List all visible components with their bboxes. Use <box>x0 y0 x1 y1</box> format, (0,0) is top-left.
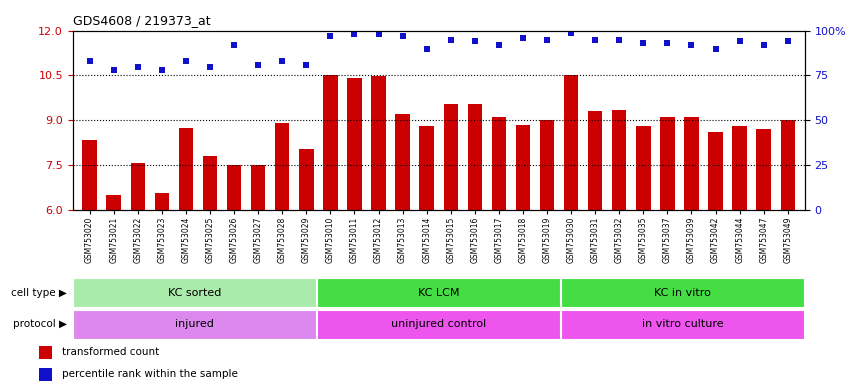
Point <box>468 38 482 45</box>
Bar <box>39 346 52 359</box>
Point <box>540 36 554 43</box>
Bar <box>155 193 169 210</box>
Bar <box>443 104 458 210</box>
Bar <box>39 367 52 381</box>
Bar <box>781 120 795 210</box>
Text: cell type ▶: cell type ▶ <box>11 288 67 298</box>
Point <box>419 46 433 52</box>
Bar <box>733 126 746 210</box>
Bar <box>82 139 97 210</box>
Point <box>395 33 409 39</box>
Text: injured: injured <box>175 319 214 329</box>
Bar <box>612 110 627 210</box>
Bar <box>419 126 434 210</box>
Bar <box>318 278 560 307</box>
Point <box>516 35 530 41</box>
Point <box>300 62 313 68</box>
Bar <box>515 125 530 210</box>
Text: uninjured control: uninjured control <box>391 319 486 329</box>
Bar <box>348 78 361 210</box>
Bar <box>275 123 289 210</box>
Point <box>83 58 97 64</box>
Bar <box>299 149 313 210</box>
Bar <box>540 120 555 210</box>
Text: KC in vitro: KC in vitro <box>654 288 711 298</box>
Point <box>685 42 698 48</box>
Bar <box>131 164 145 210</box>
Bar <box>636 126 651 210</box>
Bar <box>106 195 121 210</box>
Text: in vitro culture: in vitro culture <box>642 319 723 329</box>
Point <box>372 31 385 37</box>
Point <box>637 40 651 46</box>
Bar <box>588 111 603 210</box>
Bar <box>660 117 675 210</box>
Text: transformed count: transformed count <box>62 347 160 357</box>
Bar <box>562 278 804 307</box>
Point <box>757 42 770 48</box>
Point <box>131 63 145 70</box>
Bar <box>395 114 410 210</box>
Point <box>612 36 626 43</box>
Point <box>203 63 217 70</box>
Point <box>444 36 458 43</box>
Point <box>227 42 241 48</box>
Point <box>155 67 169 73</box>
Point <box>324 33 337 39</box>
Point <box>588 36 602 43</box>
Point <box>781 38 794 45</box>
Point <box>276 58 289 64</box>
Bar <box>179 127 193 210</box>
Bar <box>757 129 771 210</box>
Bar <box>491 117 506 210</box>
Point <box>179 58 193 64</box>
Bar <box>227 165 241 210</box>
Bar <box>684 117 698 210</box>
Point <box>107 67 121 73</box>
Point <box>709 46 722 52</box>
Text: KC sorted: KC sorted <box>168 288 222 298</box>
Point <box>733 38 746 45</box>
Bar <box>203 156 217 210</box>
Bar <box>708 132 722 210</box>
Text: protocol ▶: protocol ▶ <box>13 319 67 329</box>
Point <box>661 40 675 46</box>
Bar <box>323 76 337 210</box>
Bar <box>251 165 265 210</box>
Text: GDS4608 / 219373_at: GDS4608 / 219373_at <box>73 14 211 27</box>
Bar <box>467 104 482 210</box>
Bar <box>562 310 804 339</box>
Bar <box>372 76 386 210</box>
Bar <box>564 76 579 210</box>
Text: KC LCM: KC LCM <box>418 288 460 298</box>
Point <box>564 30 578 36</box>
Bar <box>74 278 316 307</box>
Point <box>492 42 506 48</box>
Point <box>252 62 265 68</box>
Bar <box>318 310 560 339</box>
Text: percentile rank within the sample: percentile rank within the sample <box>62 369 238 379</box>
Bar <box>74 310 316 339</box>
Point <box>348 31 361 37</box>
